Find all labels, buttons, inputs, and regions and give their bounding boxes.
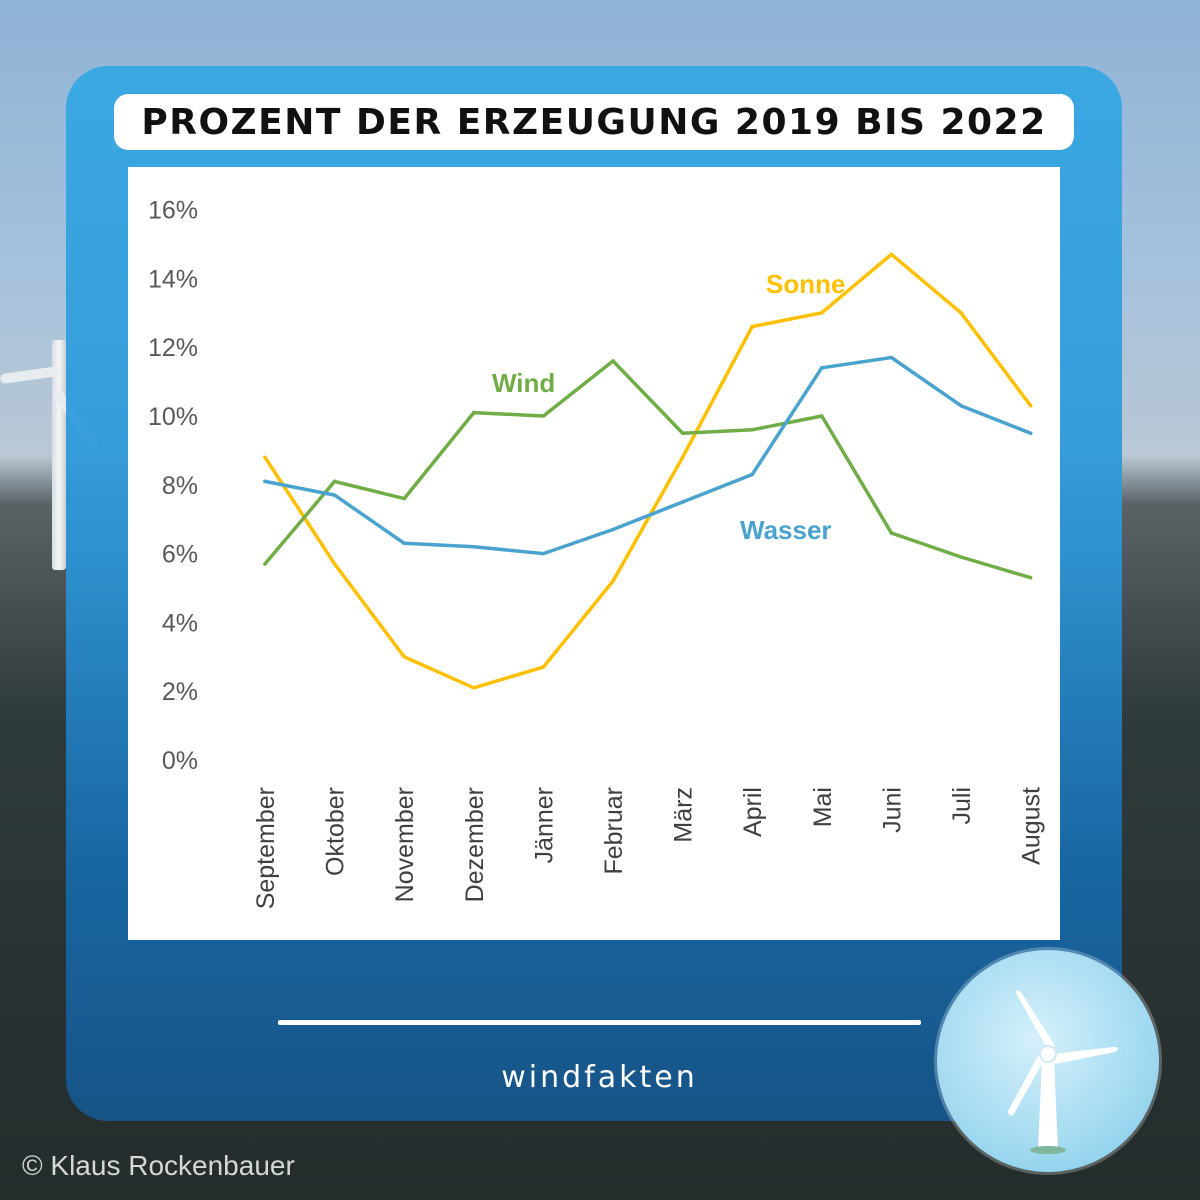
x-tick-label: Jänner [530, 787, 558, 863]
data-point-sonne [1028, 403, 1033, 408]
y-tick-label: 12% [148, 334, 198, 362]
data-point-wind [820, 414, 824, 418]
x-tick-label: Juni [878, 787, 906, 833]
x-tick-label: März [670, 787, 698, 843]
y-tick-label: 2% [162, 678, 198, 706]
data-point-wind [1028, 575, 1033, 580]
line-chart: 0% 2% 4% 6% 8% 10% 12% 14% 16% September Oktober No… [148, 197, 1046, 910]
divider-line [278, 1020, 921, 1025]
x-tick-label: Mai [809, 787, 837, 827]
y-tick-label: 6% [162, 541, 198, 569]
x-tick-label: April [739, 787, 767, 837]
data-point-wasser [1028, 431, 1033, 436]
data-point-sonne [820, 311, 824, 315]
x-tick-label: Oktober [322, 787, 350, 876]
chart-area: 0% 2% 4% 6% 8% 10% 12% 14% 16% September Oktober No… [128, 167, 1060, 940]
data-point-wasser [750, 472, 754, 477]
data-point-wind [263, 562, 267, 566]
title-box: PROZENT DER ERZEUGUNG 2019 BIS 2022 [114, 94, 1074, 150]
data-point-wind [680, 431, 685, 436]
x-tick-label: August [1018, 787, 1046, 865]
y-tick-label: 8% [162, 472, 198, 500]
data-point-wind [541, 414, 546, 418]
data-point-wasser [959, 403, 963, 408]
series-line-wind [263, 359, 1033, 580]
windfakten-logo [937, 950, 1159, 1172]
data-point-sonne [541, 665, 546, 669]
y-tick-label: 10% [148, 403, 198, 431]
data-point-wasser [611, 527, 615, 532]
series-label-wind: Wind [492, 368, 555, 398]
y-tick-label: 4% [162, 609, 198, 637]
data-point-wind [889, 531, 894, 535]
data-point-wind [959, 555, 963, 559]
data-point-sonne [332, 562, 337, 566]
data-point-sonne [750, 324, 754, 329]
y-tick-label: 14% [148, 265, 198, 293]
data-point-wasser [889, 355, 894, 360]
series-line-sonne [263, 252, 1033, 690]
chart-title: PROZENT DER ERZEUGUNG 2019 BIS 2022 [141, 101, 1047, 143]
data-point-sonne [611, 579, 615, 583]
data-point-sonne [472, 685, 476, 690]
wind-turbine-icon [1008, 990, 1119, 1154]
data-point-wasser [263, 479, 267, 484]
series-label-sonne: Sonne [766, 269, 845, 299]
data-point-sonne [402, 655, 407, 659]
y-tick-label: 0% [162, 747, 198, 775]
data-point-sonne [889, 252, 894, 257]
data-point-wind [402, 496, 407, 501]
brand-name: windfakten [501, 1060, 698, 1095]
x-tick-label: Dezember [461, 787, 489, 902]
y-tick-label: 16% [148, 197, 198, 225]
x-tick-label: Juli [948, 787, 976, 825]
x-tick-label: November [391, 787, 419, 902]
copyright-notice: © Klaus Rockenbauer [22, 1150, 295, 1181]
x-tick-label: September [252, 787, 280, 909]
data-point-wind [472, 410, 476, 415]
series-label-wasser: Wasser [740, 515, 832, 545]
data-point-wind [611, 359, 615, 363]
data-point-wasser [472, 544, 476, 549]
data-point-sonne [263, 455, 267, 460]
x-tick-label: Februar [600, 787, 628, 875]
data-point-wasser [820, 366, 824, 370]
data-point-wasser [680, 500, 685, 504]
data-point-sonne [959, 311, 963, 315]
data-point-sonne [680, 455, 685, 460]
data-point-wasser [541, 551, 546, 556]
data-point-wind [332, 479, 337, 484]
data-point-wasser [332, 493, 337, 497]
data-point-wind [750, 427, 754, 432]
data-point-wasser [402, 541, 407, 546]
series-line-wasser [263, 355, 1033, 556]
